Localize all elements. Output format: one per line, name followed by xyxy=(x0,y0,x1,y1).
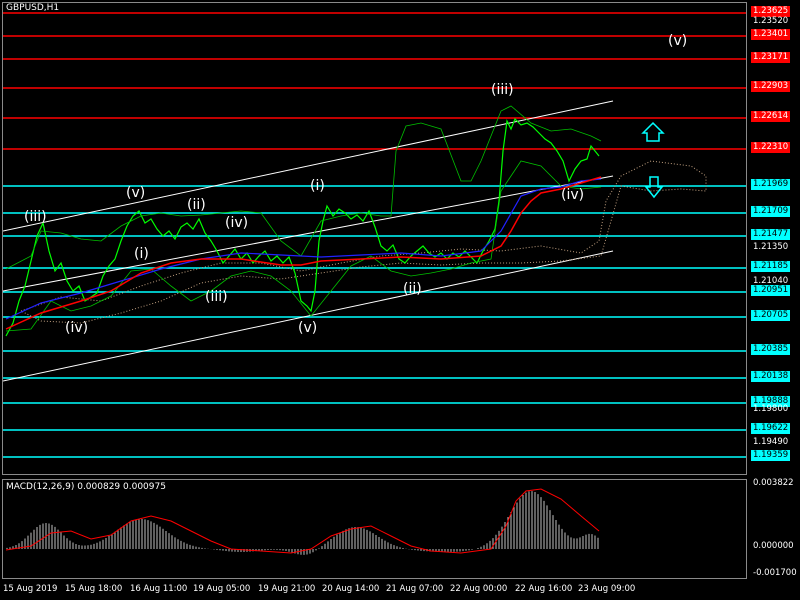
time-axis-label: 19 Aug 05:00 xyxy=(193,584,251,594)
time-axis-label: 15 Aug 2019 xyxy=(3,584,58,594)
price-axis-label: 1.19888 xyxy=(751,396,791,407)
macd-axis-label: -0.001700 xyxy=(753,568,797,578)
price-axis-label: 1.23171 xyxy=(751,52,791,63)
price-axis-label: 1.21969 xyxy=(751,179,791,190)
price-chart-canvas xyxy=(3,12,746,458)
macd-histogram xyxy=(6,491,599,555)
time-axis-label: 21 Aug 07:00 xyxy=(386,584,444,594)
wave-label: (ii) xyxy=(403,281,422,297)
moving-average-blue xyxy=(5,178,602,320)
macd-canvas xyxy=(5,488,600,555)
wave-label: (v) xyxy=(126,185,146,201)
macd-signal-line xyxy=(5,488,600,554)
macd-axis-label: 0.003822 xyxy=(753,478,794,488)
wave-label: (iv) xyxy=(561,187,585,203)
up-arrow-icon xyxy=(641,121,665,142)
ichimoku-cloud xyxy=(19,160,707,324)
trend-channel xyxy=(3,100,614,382)
wave-label: (v) xyxy=(298,320,318,336)
symbol-label: GBPUSD,H1 xyxy=(6,3,60,13)
price-axis-label: 1.21040 xyxy=(753,276,789,286)
price-axis-label: 1.21185 xyxy=(751,261,791,272)
time-axis-label: 15 Aug 18:00 xyxy=(65,584,123,594)
price-axis-label: 1.20951 xyxy=(751,285,791,296)
macd-pane[interactable] xyxy=(2,479,747,579)
price-axis-label: 1.22903 xyxy=(751,81,791,92)
wave-label: (i) xyxy=(134,246,149,262)
moving-average-red xyxy=(5,176,602,330)
wave-label: (iii) xyxy=(24,209,47,225)
price-axis-label: 1.21350 xyxy=(753,242,789,252)
time-axis-label: 19 Aug 21:00 xyxy=(258,584,316,594)
time-axis-label: 22 Aug 00:00 xyxy=(450,584,508,594)
time-axis-label: 23 Aug 09:00 xyxy=(578,584,636,594)
macd-indicator-label: MACD(12,26,9) 0.000829 0.000975 xyxy=(6,482,166,492)
bollinger-lower xyxy=(5,160,602,332)
price-axis-label: 1.19359 xyxy=(751,450,791,461)
wave-label: (iv) xyxy=(65,320,89,336)
price-axis-label: 1.22310 xyxy=(751,142,791,153)
cyan-support-lines xyxy=(3,185,746,458)
price-axis-label: 1.23520 xyxy=(753,16,789,26)
macd-axis-label: 0.000000 xyxy=(753,541,794,551)
price-line xyxy=(5,117,600,337)
red-resistance-lines xyxy=(3,12,746,150)
time-axis-label: 22 Aug 16:00 xyxy=(515,584,573,594)
price-axis-label: 1.19622 xyxy=(751,423,791,434)
price-chart-pane[interactable] xyxy=(2,2,747,475)
bollinger-upper xyxy=(5,105,602,270)
price-axis-label: 1.19800 xyxy=(753,404,789,414)
price-axis-label: 1.20705 xyxy=(751,310,791,321)
time-axis-label: 20 Aug 14:00 xyxy=(322,584,380,594)
price-axis-label: 1.19490 xyxy=(753,437,789,447)
wave-label: (i) xyxy=(310,178,325,194)
wave-label: (iii) xyxy=(491,82,514,98)
price-axis-label: 1.20385 xyxy=(751,344,791,355)
price-axis-label: 1.22614 xyxy=(751,111,791,122)
price-axis-label: 1.23401 xyxy=(751,29,791,40)
wave-label: (iv) xyxy=(225,215,249,231)
wave-label: (ii) xyxy=(187,197,206,213)
price-axis-label: 1.20138 xyxy=(751,371,791,382)
down-arrow-icon xyxy=(644,176,664,199)
time-axis-label: 16 Aug 11:00 xyxy=(130,584,188,594)
price-axis-label: 1.21477 xyxy=(751,229,791,240)
price-axis-label: 1.23625 xyxy=(751,6,791,17)
wave-label: (iii) xyxy=(205,289,228,305)
wave-label: (v) xyxy=(668,33,688,49)
price-axis-label: 1.21709 xyxy=(751,206,791,217)
